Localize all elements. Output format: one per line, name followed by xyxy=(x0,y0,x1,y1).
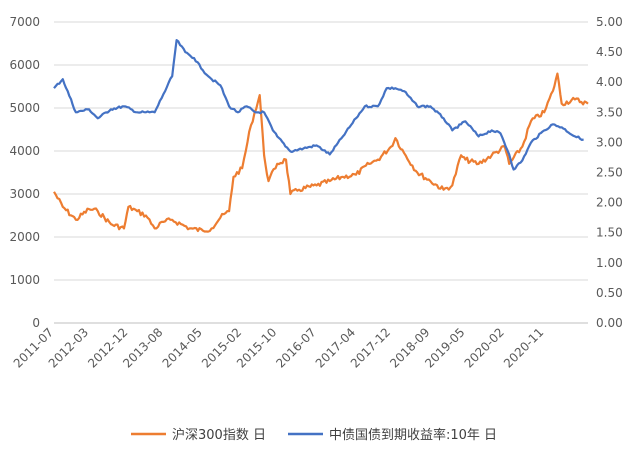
y-right-tick-label: 2.50 xyxy=(596,166,623,180)
legend: 沪深300指数 日 中债国债到期收益率:10年 日 xyxy=(131,427,497,443)
left-axis-ticks: 0 1000 2000 3000 4000 5000 6000 7000 xyxy=(9,15,40,330)
legend-item-bond-yield: 中债国债到期收益率:10年 日 xyxy=(288,427,497,443)
y-left-tick-label: 0 xyxy=(32,316,40,330)
y-left-tick-label: 4000 xyxy=(9,144,40,158)
y-right-tick-label: 4.50 xyxy=(596,45,623,59)
y-left-tick-label: 6000 xyxy=(9,58,40,72)
y-right-tick-label: 5.00 xyxy=(596,15,623,29)
legend-label-bond-yield: 中债国债到期收益率:10年 日 xyxy=(329,427,497,443)
y-right-tick-label: 1.00 xyxy=(596,256,623,270)
series-lines xyxy=(53,39,589,233)
y-right-tick-label: 0.00 xyxy=(596,316,623,330)
legend-label-hs300: 沪深300指数 日 xyxy=(172,427,266,443)
x-axis-ticks: 2011-072012-032012-122013-082014-052015-… xyxy=(11,322,588,371)
x-tick-label: 2020-11 xyxy=(501,325,546,370)
legend-item-hs300: 沪深300指数 日 xyxy=(131,427,266,443)
y-right-tick-label: 3.00 xyxy=(596,135,623,149)
y-right-tick-label: 2.00 xyxy=(596,196,623,210)
y-right-tick-label: 0.50 xyxy=(596,286,623,300)
right-axis-ticks: 0.00 0.50 1.00 1.50 2.00 2.50 3.00 3.50 4.00 4.50… xyxy=(596,15,623,330)
y-left-tick-label: 5000 xyxy=(9,101,40,115)
y-right-tick-label: 4.00 xyxy=(596,75,623,89)
y-left-tick-label: 2000 xyxy=(9,230,40,244)
y-left-tick-label: 7000 xyxy=(9,15,40,29)
gridlines xyxy=(54,21,588,324)
y-left-tick-label: 3000 xyxy=(9,187,40,201)
y-right-tick-label: 3.50 xyxy=(596,105,623,119)
x-tick-label: 2020-02 xyxy=(462,325,507,370)
x-tick-label: 2014-05 xyxy=(160,325,205,370)
series-line-hs300 xyxy=(53,72,589,233)
x-tick-label: 2016-07 xyxy=(273,325,318,370)
y-right-tick-label: 1.50 xyxy=(596,226,623,240)
series-line-bond-yield xyxy=(53,39,584,171)
y-left-tick-label: 1000 xyxy=(9,273,40,287)
